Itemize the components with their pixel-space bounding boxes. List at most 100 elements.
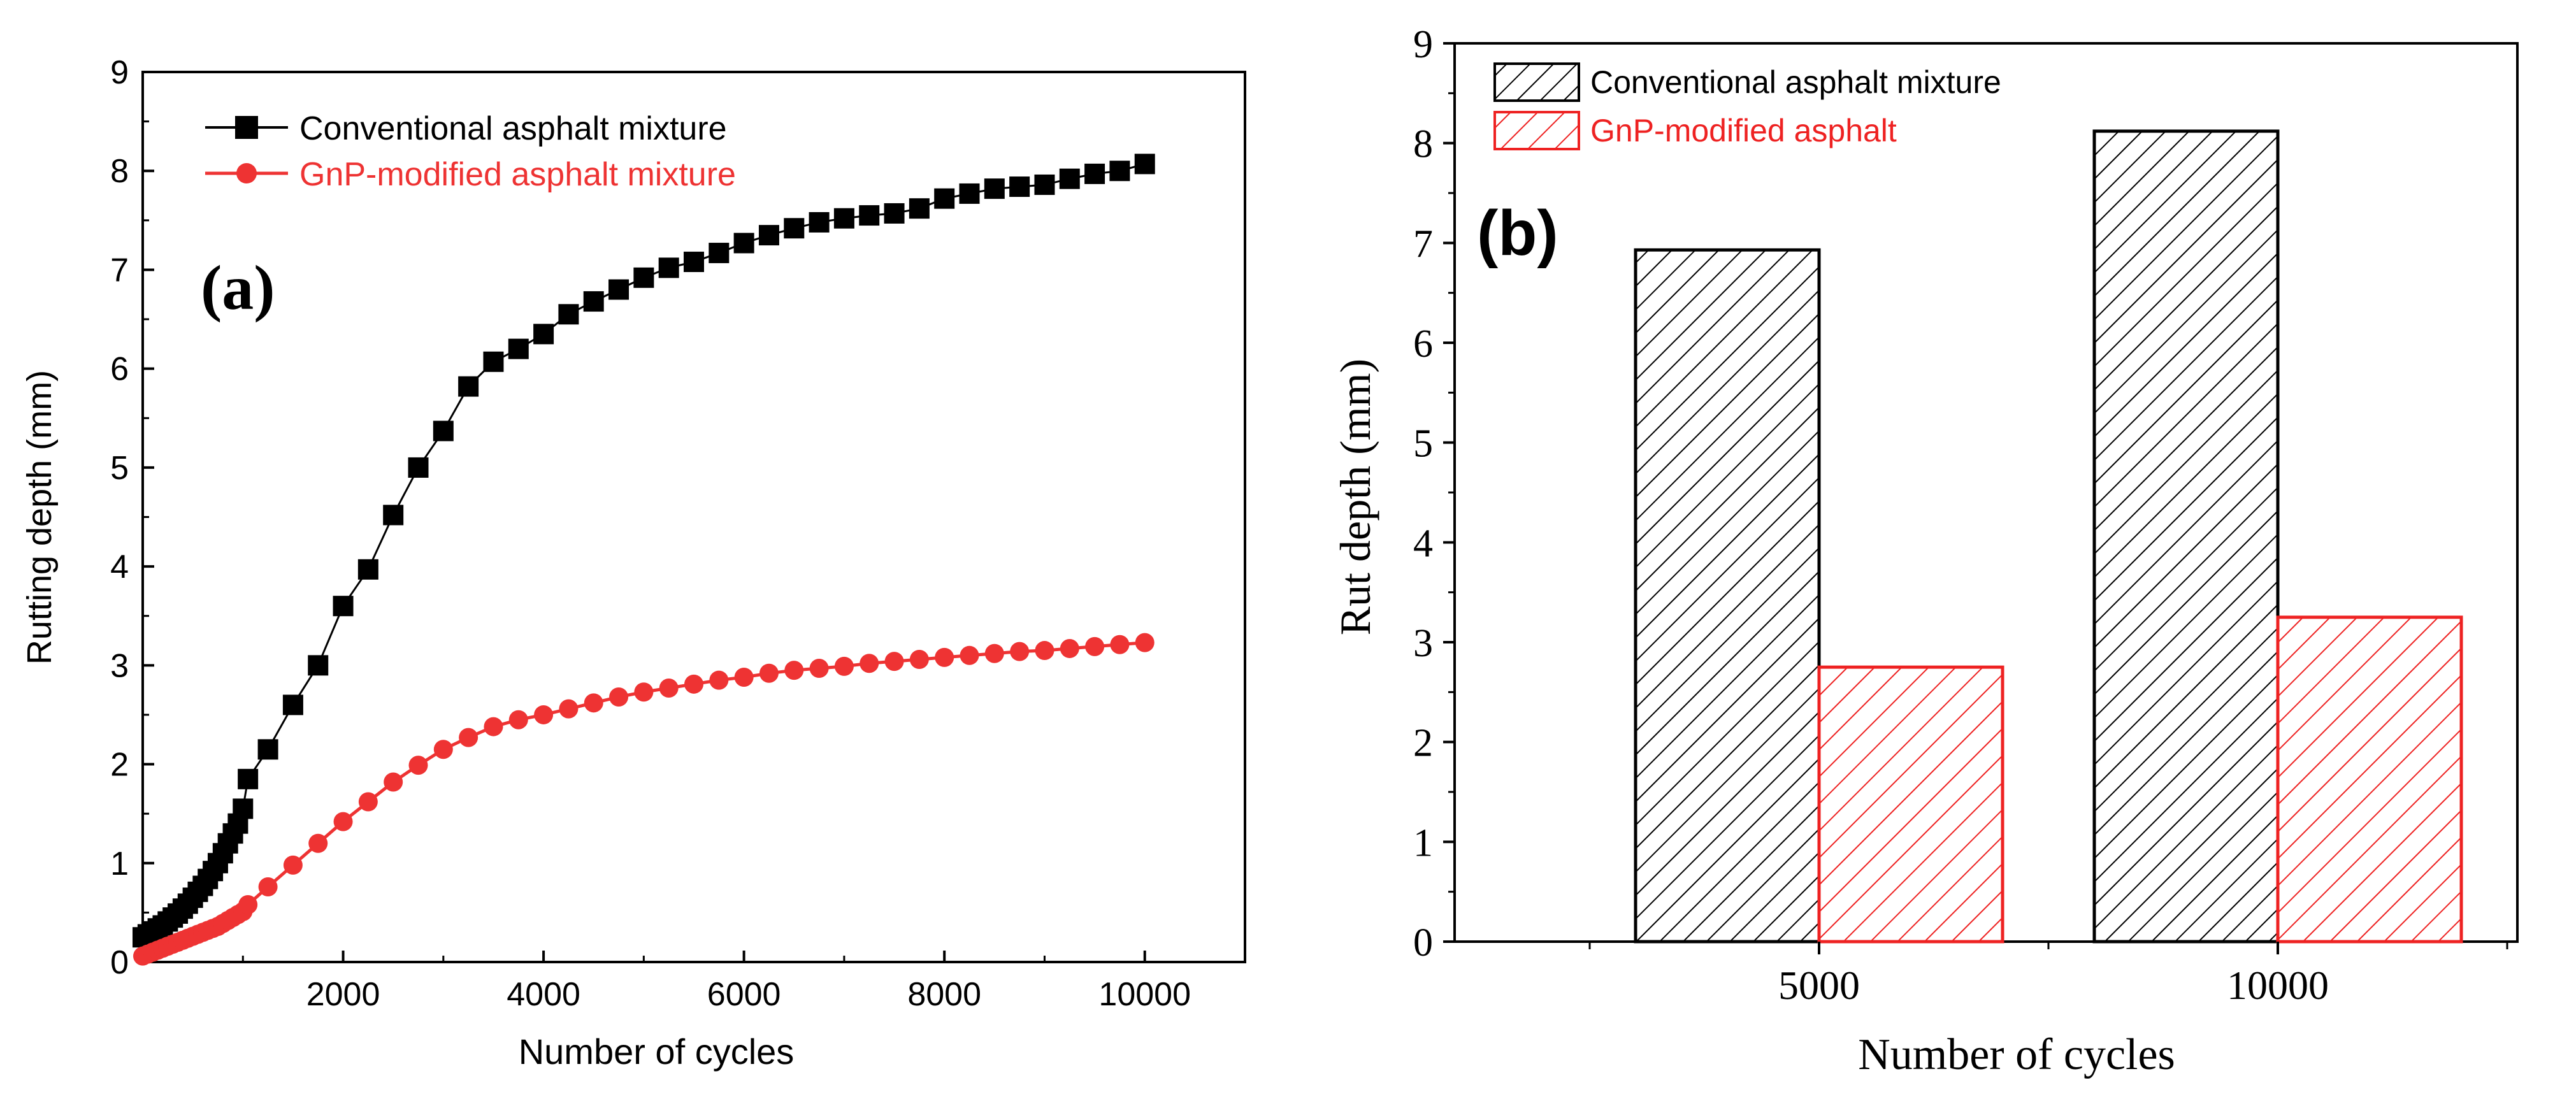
chart-b-legend-label-conventional: Conventional asphalt mixture xyxy=(1590,64,2001,100)
chart-a-point-conventional xyxy=(458,376,479,397)
chart-b-x-tick-label: 5000 xyxy=(1778,963,1860,1008)
chart-a-y-tick-label: 6 xyxy=(110,351,129,388)
chart-a-point-conventional xyxy=(909,198,930,219)
chart-a-point-conventional xyxy=(633,267,654,288)
chart-a-point-conventional xyxy=(533,324,554,345)
chart-a-point-gnp xyxy=(709,670,729,690)
chart-a-point-gnp xyxy=(984,643,1004,663)
chart-a-point-conventional xyxy=(809,212,830,233)
chart-a-point-gnp xyxy=(809,658,829,678)
chart-a-panel-label: (a) xyxy=(201,252,275,323)
chart-a-point-gnp xyxy=(1110,635,1130,654)
chart-b-y-tick-label: 5 xyxy=(1413,422,1433,466)
chart-a-point-conventional xyxy=(884,203,905,224)
chart-b-y-tick-label: 1 xyxy=(1413,821,1433,865)
chart-a-x-tick-label: 4000 xyxy=(507,976,580,1013)
chart-b-y-ticks: 0 1 2 3 4 5 6 7 8 9 xyxy=(1413,23,1455,965)
chart-a-xlabel: Number of cycles xyxy=(519,1031,795,1072)
chart-b-y-tick-label: 8 xyxy=(1413,123,1433,166)
chart-b-bar-conventional-5000 xyxy=(1634,248,1821,944)
chart-a-x-tick-label: 10000 xyxy=(1098,976,1191,1013)
chart-b-xlabel: Number of cycles xyxy=(1858,1030,2175,1079)
chart-a-point-gnp xyxy=(308,833,328,853)
chart-a-y-tick-label: 8 xyxy=(110,153,129,190)
chart-a: 0 1 2 3 4 5 6 7 8 9 2000 4000 6000 8000 10000 Rutting… xyxy=(20,54,1246,1072)
chart-b-bars xyxy=(1634,129,2463,944)
chart-a-point-gnp xyxy=(1135,633,1155,652)
chart-a-plot-frame xyxy=(141,71,1246,963)
chart-a-point-conventional xyxy=(658,257,679,278)
chart-a-point-conventional xyxy=(408,457,429,478)
chart-a-point-conventional xyxy=(257,739,278,760)
chart-b-x-tick-label: 10000 xyxy=(2227,963,2329,1008)
chart-a-legend-label-gnp: GnP-modified asphalt mixture xyxy=(299,156,736,193)
chart-a-point-conventional xyxy=(784,218,805,239)
chart-a-point-gnp xyxy=(559,699,579,719)
chart-a-point-gnp xyxy=(860,654,879,673)
chart-b-panel-label: (b) xyxy=(1477,198,1558,269)
legend-hatch-black-swatch-icon xyxy=(1493,62,1580,102)
chart-a-point-conventional xyxy=(934,188,955,209)
chart-b-bar-conventional-10000 xyxy=(2092,129,2280,944)
chart-a-point-conventional xyxy=(709,243,730,264)
legend-hatch-red-swatch-icon xyxy=(1493,111,1580,150)
chart-b-y-tick-label: 4 xyxy=(1413,522,1433,565)
chart-a-point-gnp xyxy=(684,674,703,694)
chart-a-point-gnp xyxy=(909,650,929,670)
chart-a-point-conventional xyxy=(483,351,504,372)
chart-a-point-conventional xyxy=(1109,161,1130,182)
chart-a-x-tick-label: 8000 xyxy=(907,976,981,1013)
chart-a-point-conventional xyxy=(558,304,579,325)
chart-b-y-tick-label: 6 xyxy=(1413,322,1433,366)
chart-a-point-gnp xyxy=(584,693,603,713)
chart-a-point-gnp xyxy=(1035,641,1054,661)
chart-a-y-tick-label: 1 xyxy=(110,845,129,882)
chart-a-point-conventional xyxy=(233,798,254,819)
chart-a-y-tick-label: 9 xyxy=(110,54,129,91)
chart-a-point-conventional xyxy=(1059,168,1080,189)
chart-a-x-tick-label: 6000 xyxy=(707,976,781,1013)
chart-b-legend-item-conventional: Conventional asphalt mixture xyxy=(1493,62,2001,102)
chart-a-point-conventional xyxy=(1134,154,1155,175)
chart-a-y-tick-label: 7 xyxy=(110,252,129,289)
chart-a-legend-label-conventional: Conventional asphalt mixture xyxy=(299,110,727,147)
chart-a-legend: Conventional asphalt mixture GnP-modifie… xyxy=(205,110,736,193)
chart-a-legend-item-gnp: GnP-modified asphalt mixture xyxy=(205,156,736,193)
chart-a-point-conventional xyxy=(684,252,704,273)
chart-a-point-gnp xyxy=(1060,638,1079,658)
chart-a-point-gnp xyxy=(1085,636,1105,656)
chart-a-point-gnp xyxy=(433,740,453,759)
chart-a-x-ticks: 2000 4000 6000 8000 10000 xyxy=(241,951,1191,1013)
chart-a-point-gnp xyxy=(459,728,479,747)
chart-a-x-tick-label: 2000 xyxy=(306,976,380,1013)
chart-a-point-conventional xyxy=(608,279,630,300)
chart-a-point-conventional xyxy=(433,420,454,442)
chart-a-y-tick-label: 2 xyxy=(110,747,129,784)
chart-a-point-gnp xyxy=(759,663,779,683)
chart-a-ylabel: Rutting depth (mm) xyxy=(20,370,59,664)
chart-a-y-tick-label: 3 xyxy=(110,647,129,684)
chart-a-series xyxy=(133,154,1155,966)
chart-a-point-gnp xyxy=(834,656,854,676)
chart-b-legend-item-gnp: GnP-modified asphalt xyxy=(1493,111,1897,150)
chart-a-y-tick-label: 4 xyxy=(110,549,129,585)
chart-a-point-conventional xyxy=(859,205,880,226)
chart-b-bar-gnp-10000 xyxy=(2276,615,2463,944)
chart-a-point-conventional xyxy=(282,694,303,715)
chart-a-point-gnp xyxy=(634,682,654,702)
chart-a-point-conventional xyxy=(758,225,779,246)
chart-a-point-conventional xyxy=(308,655,329,676)
chart-b-ylabel: Rut depth (mm) xyxy=(1331,359,1379,635)
chart-a-point-gnp xyxy=(784,661,804,680)
chart-a-point-gnp xyxy=(734,667,754,687)
chart-a-point-gnp xyxy=(935,647,954,667)
chart-a-point-conventional xyxy=(383,505,404,526)
chart-a-point-gnp xyxy=(333,812,353,831)
chart-a-point-conventional xyxy=(333,596,354,617)
legend-circle-marker-icon xyxy=(236,163,257,183)
chart-a-point-gnp xyxy=(1010,642,1030,661)
chart-a-point-conventional xyxy=(833,208,854,229)
chart-a-point-conventional xyxy=(959,183,980,204)
chart-b-y-tick-label: 2 xyxy=(1413,722,1433,765)
